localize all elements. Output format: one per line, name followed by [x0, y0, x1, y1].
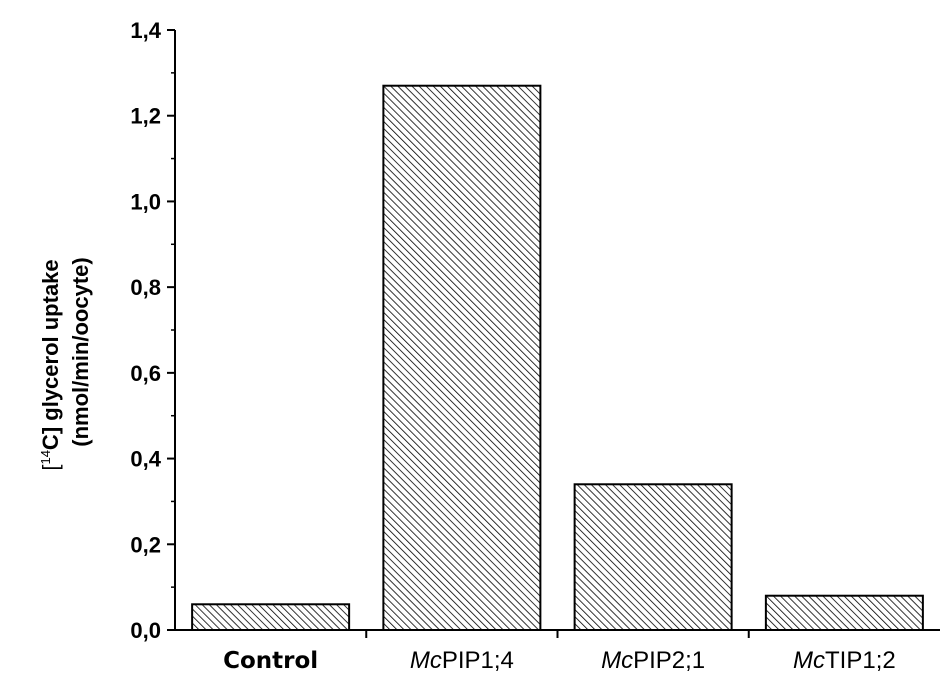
y-axis-label-line2: (nmol/min/oocyte) [68, 257, 93, 446]
y-tick-label: 0,0 [130, 618, 161, 643]
x-tick-label: McTIP1;2 [793, 647, 896, 674]
y-tick-label: 0,8 [130, 275, 161, 300]
y-tick-label: 0,4 [130, 447, 161, 472]
bars [191, 84, 924, 632]
bar [764, 594, 924, 632]
y-tick-label: 1,4 [130, 18, 161, 43]
y-tick-label: 1,2 [130, 104, 161, 129]
y-axis-label-line1: [14C] glycerol uptake [38, 259, 63, 470]
bar [573, 483, 733, 631]
x-tick-label: McPIP2;1 [601, 647, 705, 674]
y-axis-title: [14C] glycerol uptake (nmol/min/oocyte) [38, 257, 93, 470]
y-axis: 0,0 0,2 0,4 0,6 0,8 1,0 1,2 1,4 [130, 18, 176, 643]
category-labels: Control McPIP1;4 McPIP2;1 McTIP1;2 [223, 647, 896, 674]
x-tick-label: McPIP1;4 [410, 647, 514, 674]
bar [382, 84, 542, 631]
x-axis [175, 629, 940, 638]
x-tick-label: Control [223, 648, 318, 674]
y-tick-label: 1,0 [130, 189, 161, 214]
y-tick-label: 0,2 [130, 532, 161, 557]
y-tick-label: 0,6 [130, 361, 161, 386]
bar [191, 603, 351, 631]
